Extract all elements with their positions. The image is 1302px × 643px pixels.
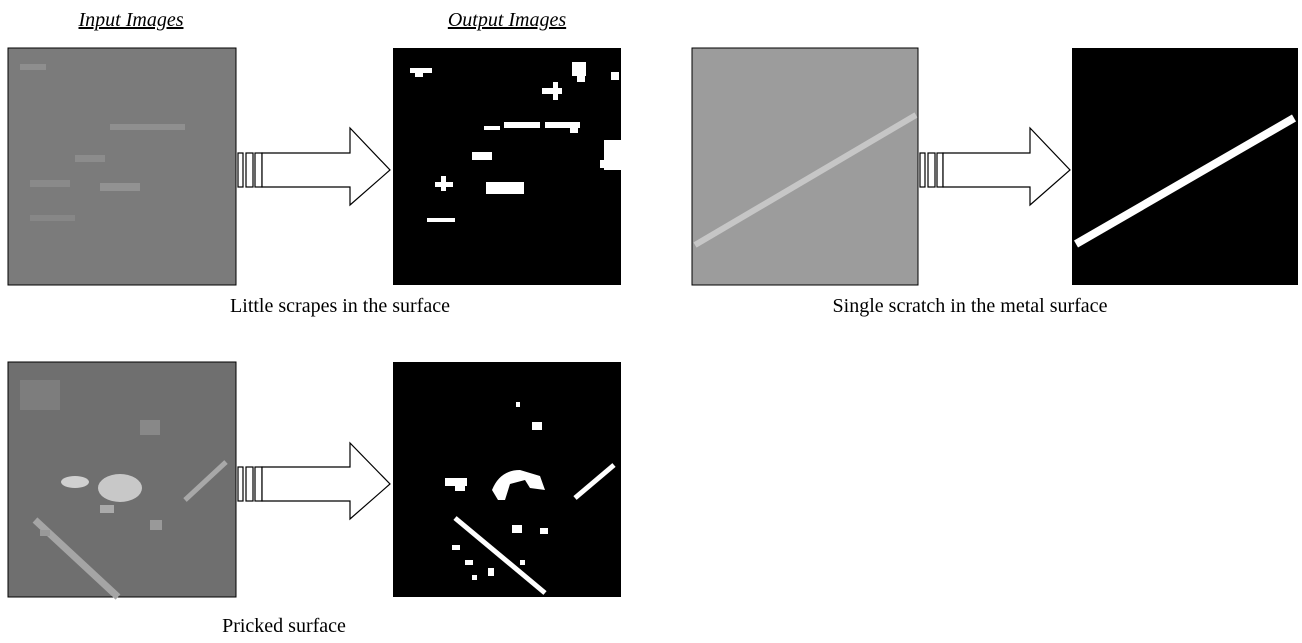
output-image (1072, 48, 1298, 285)
caption: Single scratch in the metal surface (833, 295, 1108, 317)
caption: Little scrapes in the surface (230, 295, 450, 317)
arrow (238, 128, 390, 205)
input-header: Input Images (78, 9, 184, 31)
arrow (238, 443, 390, 519)
input-image (8, 362, 236, 597)
output-header: Output Images (448, 9, 567, 31)
input-image (8, 48, 236, 285)
figure: Input Images Output Images (0, 0, 1302, 643)
caption: Pricked surface (222, 615, 346, 637)
input-image (692, 48, 918, 285)
output-image (393, 48, 621, 285)
page: {"headers": {"input": "Input Images", "o… (0, 0, 1302, 643)
arrow (920, 128, 1070, 205)
output-image (393, 362, 621, 597)
